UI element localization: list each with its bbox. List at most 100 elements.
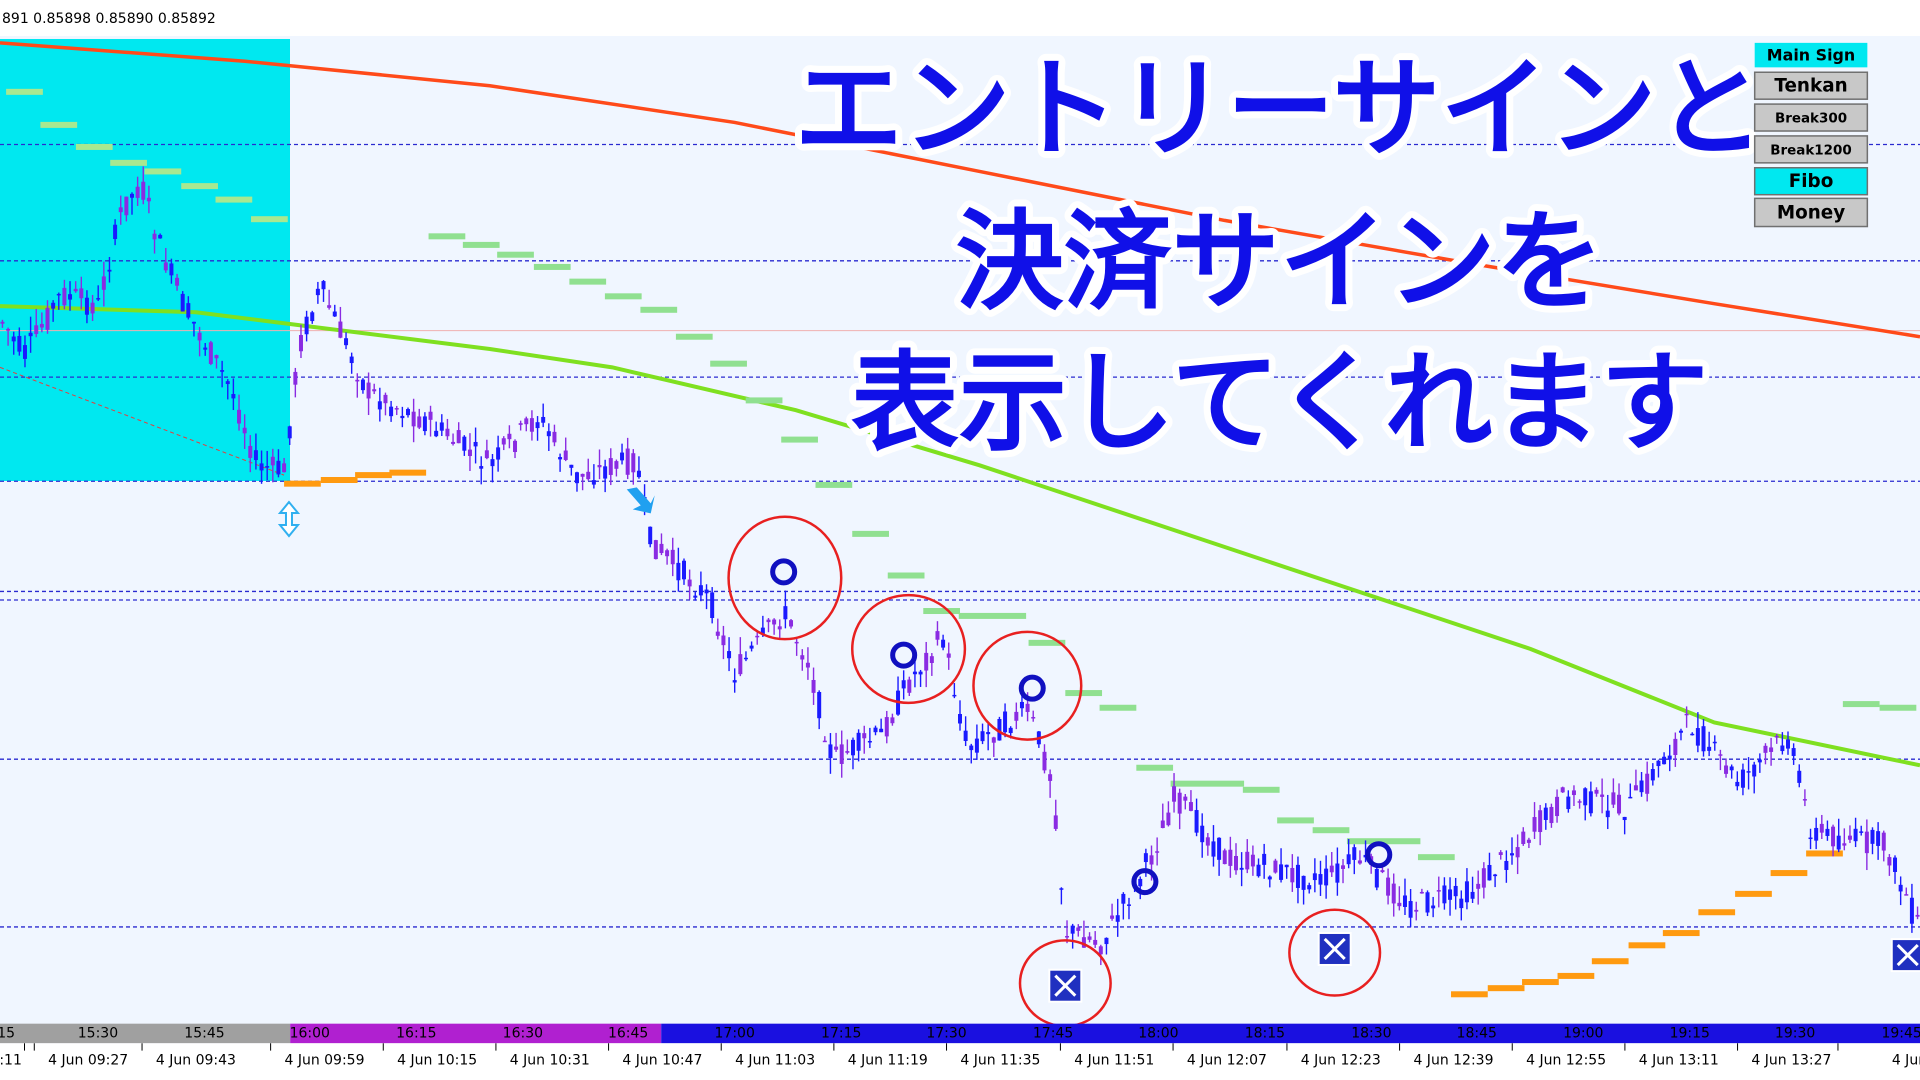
- candle-body: [1386, 877, 1391, 896]
- candle-body: [400, 415, 405, 419]
- candle-body: [704, 589, 709, 594]
- candle-body: [360, 379, 365, 391]
- candle-body: [1217, 837, 1222, 860]
- candle-body: [73, 288, 78, 292]
- candle-body: [473, 441, 478, 447]
- support-dash: [1735, 890, 1772, 897]
- support-dash: [1591, 958, 1629, 965]
- candle-body: [625, 448, 630, 475]
- overlay-text: 表示してくれます: [851, 341, 1709, 466]
- support-dash: [1522, 979, 1559, 986]
- candle-body: [755, 635, 760, 638]
- candle-body: [1526, 839, 1531, 843]
- candle-body: [1814, 827, 1819, 841]
- candle-body: [834, 746, 839, 750]
- time-label-top: 15:45: [184, 1025, 224, 1041]
- panel-button[interactable]: [1754, 42, 1868, 68]
- time-label-bottom: 4 Jun 11:19: [848, 1052, 928, 1068]
- candle-body: [1143, 853, 1148, 863]
- candle-body: [1059, 888, 1064, 890]
- candle-body: [648, 526, 653, 545]
- candle-body: [1149, 855, 1154, 865]
- candle-body: [890, 717, 895, 724]
- candle-body: [1893, 857, 1898, 872]
- candle-body: [620, 452, 625, 461]
- candle-body: [1476, 883, 1481, 889]
- candle-body: [1566, 796, 1571, 810]
- candle-body: [1138, 878, 1143, 887]
- candle-body: [631, 453, 636, 473]
- candle-body: [811, 679, 816, 693]
- candle-body: [90, 302, 95, 314]
- candle-body: [175, 277, 180, 286]
- time-bar: [0, 1023, 291, 1044]
- cloud-dash: [6, 88, 43, 95]
- candle-body: [1014, 711, 1019, 721]
- candle-body: [237, 409, 242, 424]
- candle-body: [1847, 835, 1852, 840]
- candle-body: [1234, 855, 1238, 871]
- time-label-top: 19:00: [1563, 1025, 1603, 1041]
- candle-body: [1414, 909, 1419, 912]
- candle-body: [1515, 847, 1520, 858]
- candle-body: [1791, 748, 1796, 756]
- panel-button[interactable]: [1753, 135, 1869, 164]
- candle-body: [591, 480, 596, 485]
- candle-body: [169, 263, 174, 276]
- candle-body: [789, 620, 794, 627]
- candle-body: [1887, 857, 1892, 866]
- support-dash: [1662, 930, 1700, 937]
- candle-body: [563, 450, 568, 460]
- candle-body: [524, 418, 529, 425]
- panel-button[interactable]: [1753, 167, 1869, 196]
- candle-body: [451, 441, 456, 444]
- time-label-bottom: 4 Jun 12:55: [1526, 1052, 1606, 1068]
- candle-body: [1273, 860, 1278, 873]
- panel-button[interactable]: [1753, 71, 1869, 100]
- time-label-top: 18:45: [1457, 1025, 1497, 1041]
- cloud-dash: [428, 233, 466, 240]
- candle-body: [34, 325, 39, 335]
- candle-body: [727, 651, 732, 659]
- cloud-dash: [75, 143, 113, 150]
- entry-sign: [1890, 938, 1920, 973]
- cloud-dash: [1170, 780, 1245, 787]
- candle-body: [1431, 905, 1436, 909]
- cloud-dash: [675, 333, 713, 340]
- candle-body: [62, 287, 67, 306]
- candle-body: [608, 458, 613, 475]
- cloud-dash: [533, 263, 571, 270]
- candle-body: [96, 298, 101, 300]
- candle-body: [1707, 746, 1712, 751]
- panel-button[interactable]: [1753, 103, 1869, 132]
- candle-body: [1093, 939, 1098, 945]
- candle-body: [974, 738, 979, 753]
- time-label-bottom: 4 Jun 10:31: [510, 1052, 590, 1068]
- candle-body: [315, 288, 320, 296]
- time-label-top: 19:30: [1775, 1025, 1815, 1041]
- cloud-dash: [569, 278, 607, 285]
- time-label-top: 18:30: [1351, 1025, 1391, 1041]
- exit-sign: [1365, 841, 1393, 869]
- candle-body: [1374, 868, 1379, 888]
- cloud-dash: [1842, 701, 1880, 708]
- candle-body: [1493, 874, 1498, 877]
- candle-body: [1357, 860, 1362, 864]
- candle-body: [0, 321, 5, 324]
- candle-body: [1160, 820, 1165, 829]
- panel-button[interactable]: [1753, 197, 1869, 228]
- time-label-top: 19:15: [1670, 1025, 1710, 1041]
- candle-body: [1436, 890, 1441, 892]
- cloud-dash: [40, 121, 78, 128]
- candle-body: [817, 691, 822, 719]
- support-dash: [1698, 909, 1736, 916]
- time-label-top: 16:30: [503, 1025, 543, 1041]
- candle-body: [1510, 853, 1514, 856]
- panel-button-label: Break300: [1775, 112, 1847, 127]
- time-label-bottom: 4 Jun 11:51: [1074, 1052, 1154, 1068]
- candle-body: [1498, 852, 1503, 855]
- candle-body: [45, 307, 50, 330]
- candle-body: [1188, 802, 1193, 811]
- candle-body: [1836, 835, 1841, 850]
- candle-body: [304, 316, 309, 335]
